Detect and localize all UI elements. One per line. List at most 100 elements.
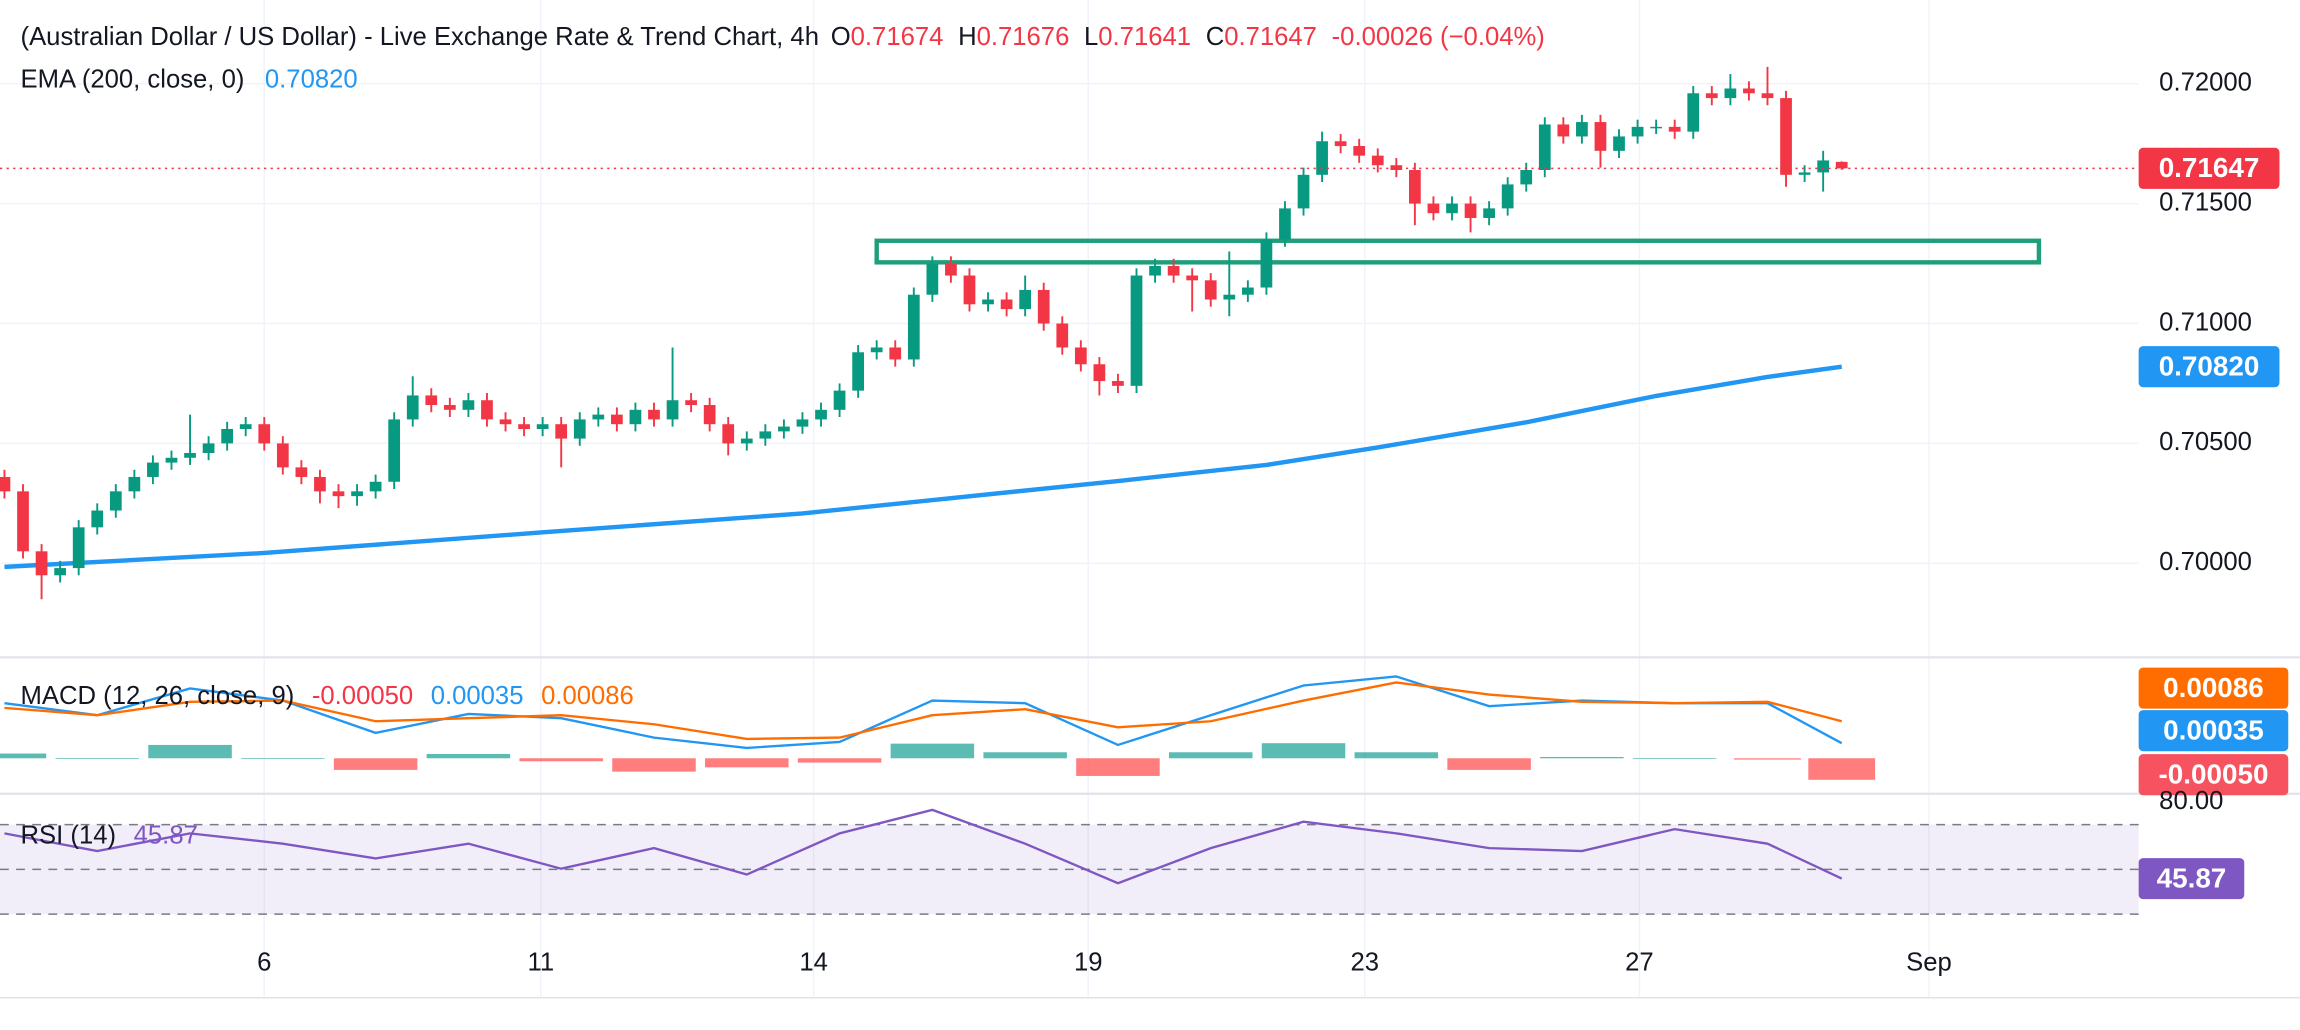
candle-body — [332, 491, 345, 497]
x-tick-label: 27 — [1625, 949, 1654, 977]
candle-body — [1687, 93, 1700, 132]
candle-body — [759, 431, 772, 439]
ohlc-value: 0.71674 — [851, 23, 944, 51]
candle-body — [536, 424, 549, 430]
legend-label: EMA (200, close, 0) — [21, 65, 245, 93]
x-tick-label: 14 — [799, 949, 828, 977]
candle-body — [703, 405, 716, 425]
legend: RSI (14) 45.87 — [21, 821, 198, 849]
histogram-bar — [1168, 752, 1253, 759]
candle-body — [221, 429, 234, 444]
histogram-bar — [705, 758, 789, 768]
candle-body — [1000, 299, 1013, 310]
ohlc-value: 0.71641 — [1098, 23, 1191, 51]
candle-body — [1149, 265, 1161, 276]
histogram-bar — [1632, 758, 1717, 760]
histogram-bar — [1261, 743, 1346, 759]
candle-body — [351, 491, 363, 497]
candle-body — [1390, 165, 1403, 171]
candle-body — [1427, 203, 1440, 214]
candle-body — [685, 400, 697, 406]
candle-body — [184, 452, 196, 458]
candle-body — [1650, 126, 1663, 129]
candle-body — [202, 443, 215, 453]
candle-body — [1093, 364, 1106, 382]
candle-body — [648, 409, 660, 420]
legend-value: 0.00035 — [431, 682, 524, 710]
candle-body — [295, 467, 308, 477]
price-tag — [2138, 667, 2289, 709]
candle-body — [425, 395, 438, 406]
candle-body — [1056, 323, 1069, 348]
candle-body — [1705, 93, 1718, 99]
candle-body — [1557, 124, 1570, 137]
candle-body — [982, 299, 994, 305]
candle-body — [1798, 172, 1811, 175]
candle-body — [1241, 287, 1254, 295]
candle-body — [258, 424, 271, 444]
resistance-zone — [874, 238, 2042, 265]
candle-body — [611, 414, 623, 425]
candle-body — [1576, 122, 1588, 137]
price-tag-label: -0.00050 — [2158, 759, 2268, 790]
candle-body — [815, 409, 827, 420]
legend: EMA (200, close, 0) 0.70820 — [21, 65, 358, 93]
candle-body — [666, 400, 679, 420]
histogram-bar — [426, 753, 511, 759]
candle-body — [852, 352, 864, 391]
candle-body — [128, 476, 141, 492]
change-label: -0.00026 (−0.04%) — [1332, 23, 1545, 51]
legend-item: C — [1206, 23, 1225, 51]
candle-body — [573, 419, 586, 439]
legend-value: -0.00050 — [312, 682, 413, 710]
candle-body — [54, 568, 66, 576]
candle-body — [109, 491, 122, 511]
candle-body — [1631, 126, 1644, 137]
candle-body — [499, 419, 512, 425]
price-tag — [2138, 147, 2280, 189]
plot — [0, 66, 2300, 999]
x-tick-label: 11 — [527, 949, 554, 977]
candle-body — [796, 419, 809, 427]
candle-body — [1223, 294, 1236, 300]
candle-body — [1668, 126, 1681, 132]
histogram-bar — [0, 753, 47, 759]
legend-item: O — [831, 23, 851, 51]
histogram-bar — [1734, 758, 1801, 760]
candle-body — [1167, 265, 1180, 276]
candle-body — [1186, 275, 1199, 281]
histogram-bar — [1354, 752, 1439, 759]
histogram-bar — [612, 758, 696, 772]
candle-body — [314, 476, 326, 492]
histogram-bar — [241, 758, 325, 760]
candle-body — [1334, 141, 1347, 147]
candle-body — [1594, 122, 1607, 151]
candle-body — [1817, 160, 1830, 173]
candle-body — [1538, 124, 1551, 171]
candle-body — [518, 424, 530, 430]
x-tick-label: Sep — [1906, 949, 1952, 977]
histogram-bar — [55, 758, 140, 760]
indicator-title: MACD (12, 26, close, 9) — [21, 682, 295, 710]
y-tick-label: 0.71500 — [2159, 188, 2252, 216]
legend: (Australian Dollar / US Dollar) - Live E… — [21, 23, 1545, 51]
candle-body — [833, 390, 846, 410]
candle-body — [1112, 381, 1124, 386]
x-tick-label: 19 — [1074, 949, 1103, 977]
rsi-line — [4, 808, 1843, 885]
candle-body — [629, 409, 642, 425]
chart-title: (Australian Dollar / US Dollar) - Live E… — [21, 23, 819, 51]
candle-body — [1297, 174, 1310, 209]
candle-body — [907, 294, 920, 360]
y-tick-label: 0.70000 — [2159, 548, 2252, 576]
ema-line — [4, 364, 1843, 570]
legend-item: H — [958, 23, 977, 51]
histogram-bar — [1540, 756, 1624, 759]
candle-body — [963, 275, 976, 305]
candle-body — [1353, 146, 1366, 156]
candle-body — [1780, 98, 1792, 175]
candle-body — [72, 527, 85, 569]
histogram-bar — [890, 743, 975, 759]
price-tag-label: 0.71647 — [2159, 152, 2260, 183]
